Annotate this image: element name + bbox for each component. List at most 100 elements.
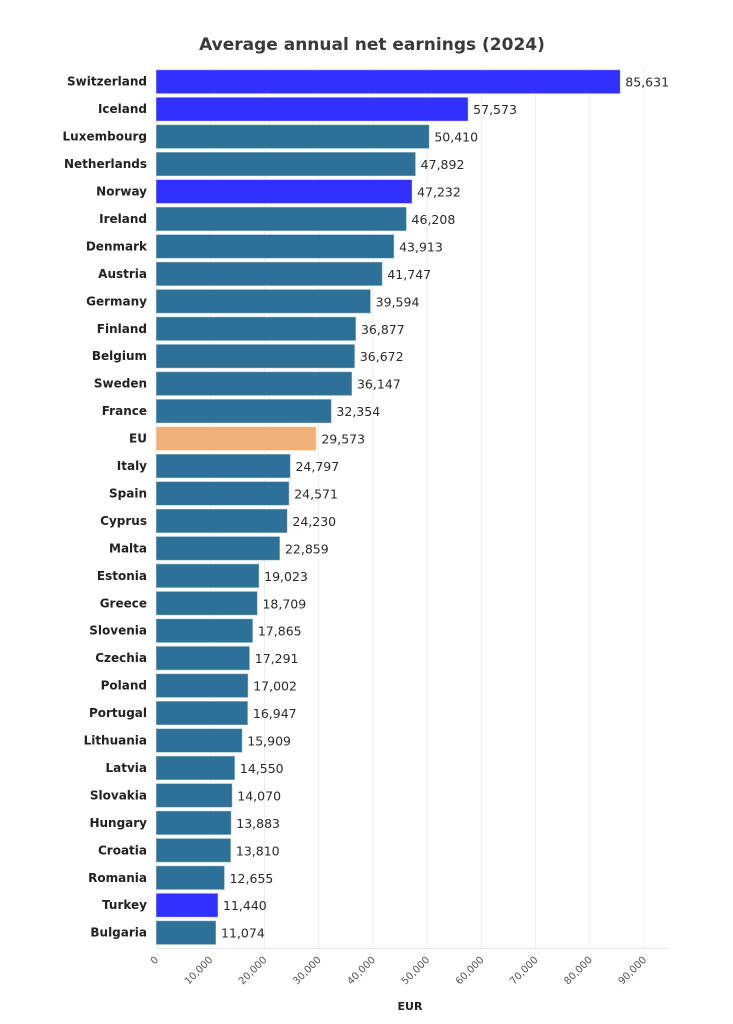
category-label: Croatia [98,843,147,857]
category-label: Portugal [89,706,147,720]
value-label: 50,410 [434,130,478,145]
category-label: Norway [96,185,147,199]
chart-title: Average annual net earnings (2024) [199,35,545,55]
bar-cyprus [155,508,288,534]
bar-eu [155,426,317,452]
bar-poland [155,673,249,699]
x-tick-label: 0 [149,955,161,967]
bar-croatia [155,837,232,863]
bar-germany [155,288,372,314]
value-label: 41,747 [387,267,431,282]
category-label: Spain [109,486,147,500]
value-label: 85,631 [625,75,669,90]
bar-latvia [155,755,236,781]
category-label: Hungary [89,816,147,830]
category-label: Germany [86,294,147,308]
value-label: 14,550 [240,761,284,776]
bar-luxembourg [155,124,430,150]
category-label: EU [129,432,147,446]
bar-slovakia [155,782,233,808]
x-tick-label: 60,000 [454,955,487,988]
bar-norway [155,179,413,205]
bar-turkey [155,892,219,918]
value-label: 47,892 [421,157,465,172]
bar-finland [155,316,357,342]
category-label: Ireland [99,212,147,226]
value-label: 22,859 [285,541,329,556]
value-label: 15,909 [247,734,291,749]
bar-ireland [155,206,408,232]
bar-lithuania [155,728,243,754]
category-label: Estonia [97,569,147,583]
bar-france [155,398,332,424]
bar-austria [155,261,383,287]
bar-romania [155,865,226,891]
bar-bulgaria [155,920,217,946]
x-tick-label: 30,000 [291,955,324,988]
value-label: 24,230 [292,514,336,529]
x-axis-label: EUR [398,1000,423,1013]
value-label: 12,655 [230,871,274,886]
bar-portugal [155,700,249,726]
x-tick-label: 10,000 [183,955,216,988]
value-label: 16,947 [253,706,297,721]
category-label: Belgium [92,349,147,363]
x-tick-label: 20,000 [237,955,270,988]
category-label: Italy [117,459,147,473]
value-label: 11,074 [221,926,265,941]
value-label: 32,354 [336,404,380,419]
bar-spain [155,480,290,506]
bar-iceland [155,96,469,122]
category-label: Luxembourg [63,130,147,144]
category-label: Sweden [94,377,147,391]
category-label: Greece [100,596,147,610]
bar-switzerland [155,69,621,95]
value-label: 24,571 [294,486,338,501]
x-tick-label: 80,000 [562,955,595,988]
value-label: 18,709 [262,596,306,611]
bar-malta [155,535,281,561]
bar-hungary [155,810,232,836]
category-label: Malta [109,541,147,555]
category-label: Netherlands [64,157,147,171]
bar-czechia [155,645,251,671]
value-label: 46,208 [412,212,456,227]
category-label: Slovenia [89,624,147,638]
value-label: 17,291 [255,651,299,666]
category-label: Denmark [86,239,148,253]
x-axis-ticks: 0 10,000 20,000 30,000 40,000 50,000 60,000 70,… [149,955,649,988]
value-label: 17,002 [253,679,297,694]
category-label: Czechia [95,651,147,665]
value-label: 29,573 [321,432,365,447]
category-label: Lithuania [84,734,147,748]
bar-greece [155,590,258,616]
category-label: Poland [101,679,147,693]
value-label: 36,877 [361,322,405,337]
bar-estonia [155,563,260,589]
value-label: 47,232 [417,185,461,200]
category-label: Slovakia [90,788,147,802]
category-label: Cyprus [100,514,147,528]
category-label: Bulgaria [90,926,147,940]
value-label: 13,810 [236,843,280,858]
bar-denmark [155,233,395,259]
category-label: Switzerland [67,75,147,89]
value-label: 36,672 [360,349,404,364]
bar-sweden [155,371,353,397]
category-label: Austria [98,267,147,281]
category-label: Iceland [98,102,147,116]
bars [155,69,621,946]
value-label: 14,070 [237,788,281,803]
value-label: 19,023 [264,569,308,584]
x-tick-label: 50,000 [400,955,433,988]
value-label: 17,865 [258,624,302,639]
bar-belgium [155,343,356,369]
value-label: 57,573 [473,102,517,117]
category-label: Finland [97,322,147,336]
value-label: 11,440 [223,898,267,913]
x-tick-label: 90,000 [617,955,650,988]
category-label: France [102,404,147,418]
value-label: 36,147 [357,377,401,392]
bar-italy [155,453,291,479]
